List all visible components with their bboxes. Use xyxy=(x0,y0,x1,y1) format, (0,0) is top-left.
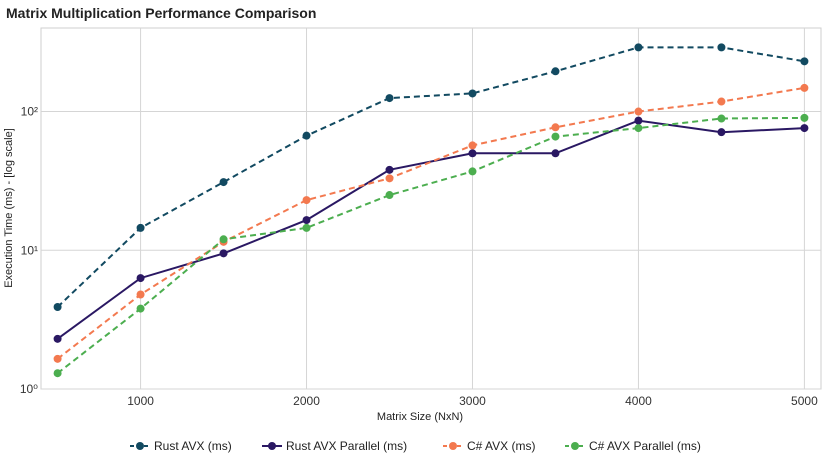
series-1 xyxy=(53,43,809,311)
legend-label: Rust AVX (ms) xyxy=(154,439,232,453)
data-point xyxy=(634,124,643,133)
data-point xyxy=(468,89,477,98)
series-3 xyxy=(53,83,809,363)
data-point xyxy=(136,223,145,232)
data-point xyxy=(219,178,228,187)
data-point xyxy=(717,114,726,123)
data-point xyxy=(219,249,228,258)
series-line xyxy=(56,86,805,360)
chart-title: Matrix Multiplication Performance Compar… xyxy=(6,5,316,21)
data-point xyxy=(717,128,726,137)
legend-marker xyxy=(268,442,276,450)
x-tick-label: 1000 xyxy=(127,394,154,408)
legend-marker xyxy=(449,442,457,450)
data-point xyxy=(219,235,228,244)
data-point xyxy=(136,304,145,313)
grid xyxy=(41,28,821,390)
data-point xyxy=(385,165,394,174)
data-point xyxy=(634,43,643,52)
series-line xyxy=(57,119,805,340)
data-point xyxy=(136,290,145,299)
data-point xyxy=(551,149,560,158)
legend-item: Rust AVX Parallel (ms) xyxy=(262,439,407,453)
legend-label: Rust AVX Parallel (ms) xyxy=(286,439,407,453)
data-point xyxy=(302,196,311,205)
data-point xyxy=(302,216,311,225)
y-axis-label: Execution Time (ms) - [log scale] xyxy=(3,128,15,288)
data-point xyxy=(385,174,394,183)
data-point xyxy=(800,83,809,92)
data-point xyxy=(800,57,809,66)
data-point xyxy=(302,223,311,232)
x-tick-label: 4000 xyxy=(625,394,652,408)
data-point xyxy=(551,67,560,76)
data-point xyxy=(800,113,809,122)
series-group xyxy=(53,43,809,378)
legend-label: C# AVX Parallel (ms) xyxy=(589,439,701,453)
x-axis-label: Matrix Size (NxN) xyxy=(377,411,463,423)
series-line xyxy=(56,116,805,374)
data-point xyxy=(717,43,726,52)
y-tick-label: 10¹ xyxy=(21,243,38,257)
data-point xyxy=(717,97,726,106)
data-point xyxy=(302,131,311,140)
y-axis-ticks: 10⁰ 10¹ 10² xyxy=(20,105,38,396)
legend: Rust AVX (ms) Rust AVX Parallel (ms) C# AV… xyxy=(130,439,701,453)
series-4 xyxy=(53,113,809,378)
x-axis-ticks: 1000 2000 3000 4000 5000 xyxy=(127,394,818,408)
data-point xyxy=(634,107,643,116)
data-point xyxy=(551,123,560,132)
legend-item: C# AVX (ms) xyxy=(443,439,535,453)
x-tick-label: 2000 xyxy=(293,394,320,408)
legend-marker xyxy=(136,442,144,450)
series-2 xyxy=(53,116,809,343)
legend-item: Rust AVX (ms) xyxy=(130,439,232,453)
y-tick-label: 10⁰ xyxy=(20,382,38,396)
x-tick-label: 5000 xyxy=(791,394,818,408)
series-line xyxy=(56,46,805,308)
data-point xyxy=(468,141,477,150)
data-point xyxy=(385,94,394,103)
data-point xyxy=(800,124,809,133)
data-point xyxy=(551,132,560,141)
data-point xyxy=(53,369,62,378)
data-point xyxy=(53,354,62,363)
legend-item: C# AVX Parallel (ms) xyxy=(565,439,701,453)
x-tick-label: 3000 xyxy=(459,394,486,408)
legend-marker xyxy=(571,442,579,450)
data-point xyxy=(53,334,62,343)
y-tick-label: 10² xyxy=(21,105,38,119)
plot-area xyxy=(40,27,822,390)
data-point xyxy=(468,149,477,158)
legend-label: C# AVX (ms) xyxy=(467,439,535,453)
data-point xyxy=(634,116,643,125)
data-point xyxy=(385,191,394,200)
data-point xyxy=(53,302,62,311)
data-point xyxy=(136,274,145,283)
data-point xyxy=(468,167,477,176)
